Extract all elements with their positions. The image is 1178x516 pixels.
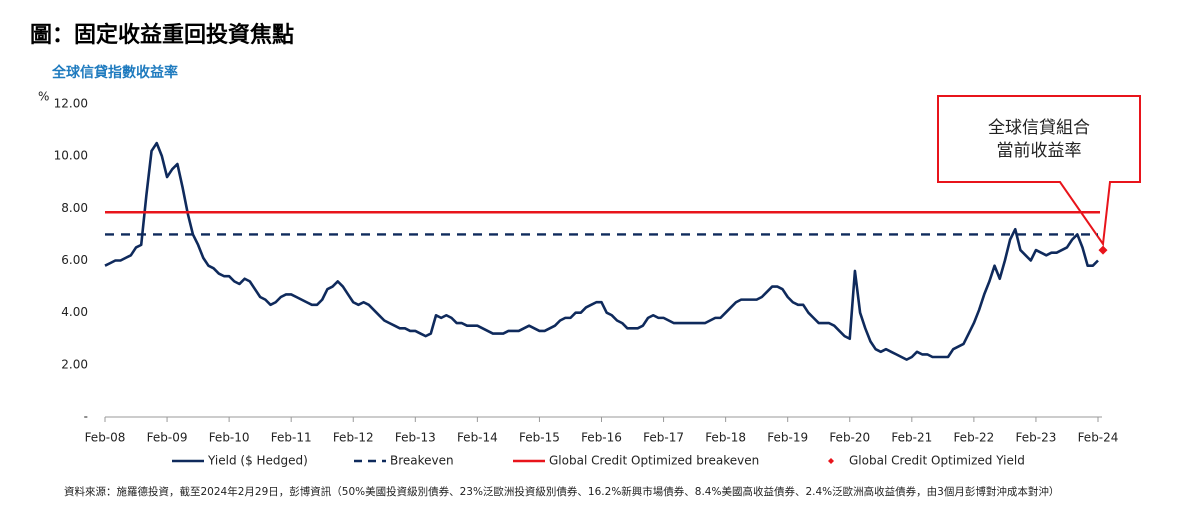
- annotation: 全球信貸組合: [988, 118, 1090, 138]
- x-tick-label: Feb-15: [519, 431, 560, 445]
- callout-box: [937, 95, 1141, 247]
- x-tick-label: Feb-09: [147, 431, 188, 445]
- x-tick-label: Feb-16: [581, 431, 622, 445]
- x-tick-label: Feb-18: [705, 431, 746, 445]
- yield-line: [104, 141, 1099, 361]
- x-tick-label: Feb-23: [1016, 431, 1057, 445]
- x-tick-label: Feb-19: [767, 431, 808, 445]
- footnote: 資料來源：施羅德投資，截至2024年2月29日，彭博資訊（50%美國投資級別債券…: [64, 485, 1059, 498]
- y-tick-label: 2.00: [61, 357, 88, 371]
- x-tick-label: Feb-12: [333, 431, 374, 445]
- chart-title: 全球信貸指數收益率: [51, 64, 178, 81]
- legend-label: Global Credit Optimized Yield: [849, 454, 1025, 468]
- y-tick-label: 4.00: [61, 305, 88, 319]
- x-tick-label: Feb-10: [209, 431, 250, 445]
- y-unit: %: [38, 90, 49, 104]
- x-tick-label: Feb-20: [829, 431, 870, 445]
- x-tick-label: Feb-08: [85, 431, 126, 445]
- x-tick-label: Feb-22: [953, 431, 994, 445]
- page-title: 圖：固定收益重回投資焦點: [30, 22, 294, 48]
- y-tick-label: 10.00: [54, 149, 88, 163]
- yield-point: [1098, 245, 1108, 255]
- y-tick-label: -: [84, 410, 88, 424]
- legend-label: Global Credit Optimized breakeven: [549, 454, 759, 468]
- x-tick-label: Feb-24: [1078, 431, 1119, 445]
- y-tick-label: 8.00: [61, 201, 88, 215]
- legend-label: Breakeven: [390, 454, 454, 468]
- y-tick-label: 12.00: [54, 97, 88, 111]
- x-tick-label: Feb-13: [395, 431, 436, 445]
- x-tick-label: Feb-11: [271, 431, 312, 445]
- x-tick-label: Feb-21: [891, 431, 932, 445]
- y-tick-label: 6.00: [61, 253, 88, 267]
- legend-label: Yield ($ Hedged): [207, 454, 308, 468]
- x-tick-label: Feb-14: [457, 431, 498, 445]
- x-tick-label: Feb-17: [643, 431, 684, 445]
- annotation: 當前收益率: [997, 141, 1082, 161]
- legend-swatch: [828, 458, 834, 464]
